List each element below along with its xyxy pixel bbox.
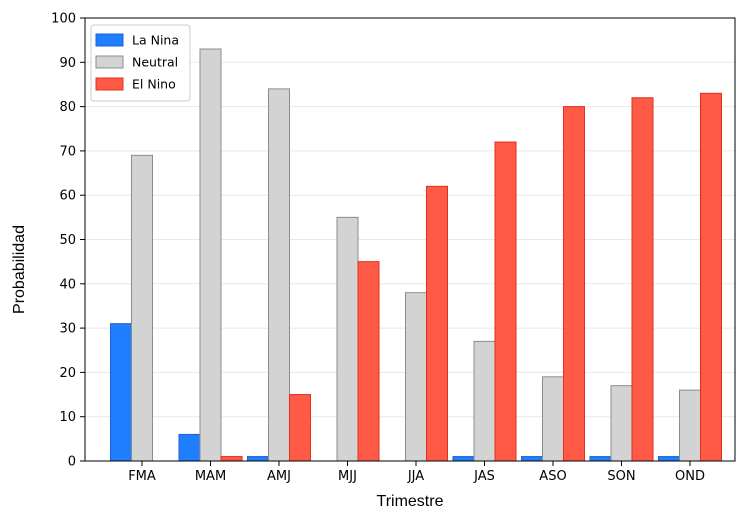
bar-la-nina-fma xyxy=(110,323,132,462)
y-tick-label: 80 xyxy=(59,100,76,115)
bar-la-nina-jas xyxy=(452,456,475,462)
bar-el-nino-son xyxy=(631,97,654,462)
x-tick-label: ASO xyxy=(539,469,566,484)
bar-la-nina-son xyxy=(589,456,612,462)
bar-el-nino-amj xyxy=(289,394,311,462)
y-tick-label: 60 xyxy=(59,189,76,204)
y-tick-label: 70 xyxy=(59,144,76,159)
x-axis-label: Trimestre xyxy=(377,493,444,510)
legend-swatch xyxy=(95,55,124,69)
y-tick-label: 90 xyxy=(59,56,76,71)
legend: La Nina Neutral El Nino xyxy=(90,24,191,102)
legend-label: La Nina xyxy=(132,33,179,48)
x-tick-label: FMA xyxy=(128,469,156,484)
bar-el-nino-jas xyxy=(494,141,517,462)
y-tick-label: 20 xyxy=(59,366,76,381)
grid-lines xyxy=(85,61,735,418)
bar-la-nina-amj xyxy=(247,456,269,462)
y-tick-label: 10 xyxy=(59,410,76,425)
legend-swatch xyxy=(95,77,124,91)
bar-neutral-mjj xyxy=(336,216,359,462)
legend-label: Neutral xyxy=(132,55,178,70)
bar-la-nina-ond xyxy=(658,456,680,462)
x-tick-label: MAM xyxy=(195,469,226,484)
x-tick-label: JJA xyxy=(407,469,424,484)
y-axis-label: Probabilidad xyxy=(11,225,28,314)
bar-neutral-fma xyxy=(131,154,153,462)
y-axis-ticks: 0 10 20 30 40 50 60 70 80 90 100 xyxy=(51,12,85,470)
bars-group xyxy=(110,48,722,462)
y-tick-label: 40 xyxy=(59,277,76,292)
bar-el-nino-mam xyxy=(220,456,243,462)
bar-neutral-son xyxy=(610,385,633,462)
x-tick-label: MJJ xyxy=(338,469,357,484)
bar-neutral-aso xyxy=(542,376,564,462)
y-tick-label: 30 xyxy=(59,322,76,337)
bar-el-nino-mjj xyxy=(357,261,380,462)
y-tick-label: 100 xyxy=(51,12,76,27)
legend-label: El Nino xyxy=(132,77,176,92)
x-tick-label: AMJ xyxy=(267,469,291,484)
bar-neutral-jas xyxy=(473,340,496,462)
bar-la-nina-mam xyxy=(178,433,201,462)
bar-la-nina-aso xyxy=(521,456,543,462)
y-tick-label: 0 xyxy=(68,455,76,470)
bar-el-nino-jja xyxy=(426,185,448,462)
x-tick-label: SON xyxy=(607,469,635,484)
bar-neutral-mam xyxy=(199,48,222,462)
bar-neutral-jja xyxy=(405,292,427,462)
bar-el-nino-aso xyxy=(563,106,585,462)
bar-el-nino-ond xyxy=(700,92,722,462)
x-axis-ticks: FMA MAM AMJ MJJ JJA JAS ASO SON OND xyxy=(128,461,705,484)
legend-swatch xyxy=(95,33,124,47)
bar-neutral-amj xyxy=(268,88,290,462)
y-tick-label: 50 xyxy=(59,233,76,248)
bar-neutral-ond xyxy=(679,389,701,462)
x-tick-label: JAS xyxy=(473,469,495,484)
x-tick-label: OND xyxy=(675,469,705,484)
